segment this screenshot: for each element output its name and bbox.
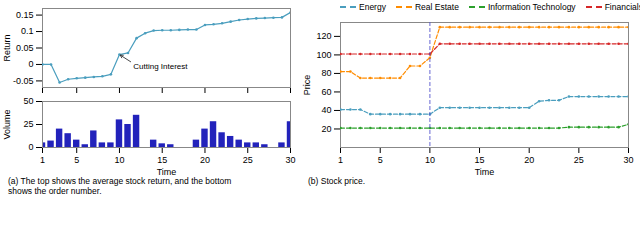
svg-text:10: 10	[114, 155, 124, 165]
svg-text:5: 5	[74, 155, 79, 165]
svg-text:0.05: 0.05	[16, 43, 34, 53]
svg-text:15: 15	[157, 155, 167, 165]
html-text:Information Technology: Information Technology	[487, 2, 576, 12]
svg-text:50: 50	[23, 96, 33, 106]
html-text:(b) Stock price.: (b) Stock price.	[308, 176, 366, 186]
svg-text:40: 40	[321, 105, 331, 115]
svg-text:0.15: 0.15	[16, 10, 34, 20]
svg-text:10: 10	[425, 155, 435, 165]
svg-text:Volume: Volume	[2, 109, 12, 139]
svg-text:5: 5	[378, 155, 383, 165]
svg-text:Cutting Interest: Cutting Interest	[133, 61, 188, 70]
svg-text:120: 120	[316, 31, 331, 41]
svg-text:Time: Time	[157, 167, 177, 177]
svg-text:0.1: 0.1	[21, 26, 34, 36]
svg-text:25: 25	[243, 155, 253, 165]
svg-text:25: 25	[574, 155, 584, 165]
svg-text:Return: Return	[2, 34, 12, 61]
svg-text:20: 20	[321, 124, 331, 134]
html-text:Energy: Energy	[359, 2, 386, 12]
html-text:(a) The top shows the average: (a) The top shows the average stock retu…	[8, 176, 232, 196]
svg-text:80: 80	[321, 68, 331, 78]
svg-text:-0.05: -0.05	[13, 76, 34, 86]
svg-text:0: 0	[28, 59, 33, 69]
svg-text:1: 1	[338, 155, 343, 165]
svg-text:15: 15	[475, 155, 485, 165]
html-text:Real Estate: Real Estate	[414, 2, 459, 12]
svg-text:60: 60	[321, 87, 331, 97]
svg-text:Time: Time	[475, 167, 495, 177]
svg-text:Price: Price	[302, 75, 312, 96]
svg-text:30: 30	[623, 155, 633, 165]
svg-text:20: 20	[200, 155, 210, 165]
svg-text:100: 100	[316, 50, 331, 60]
svg-text:25: 25	[23, 119, 33, 129]
svg-text:0: 0	[28, 142, 33, 152]
svg-text:30: 30	[285, 155, 295, 165]
svg-text:1: 1	[40, 155, 45, 165]
svg-text:20: 20	[524, 155, 534, 165]
